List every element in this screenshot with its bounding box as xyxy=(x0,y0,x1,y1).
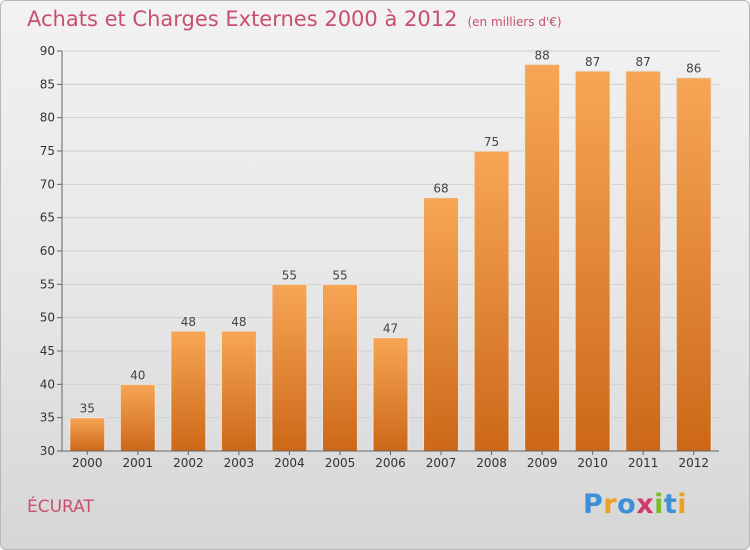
bar xyxy=(69,417,106,452)
logo-letter: i xyxy=(654,489,664,520)
x-tick-label: 2009 xyxy=(527,456,558,470)
y-tick-label: 30 xyxy=(40,444,55,458)
x-tick-label: 2012 xyxy=(678,456,709,470)
data-label: 75 xyxy=(484,135,499,149)
bar xyxy=(372,337,409,452)
chart-title: Achats et Charges Externes 2000 à 2012 (e… xyxy=(27,7,562,31)
bar xyxy=(675,77,712,452)
data-label: 40 xyxy=(130,368,145,382)
x-tick-label: 2004 xyxy=(274,456,305,470)
y-tick-label: 40 xyxy=(40,377,55,391)
data-label: 48 xyxy=(181,315,196,329)
data-label: 87 xyxy=(585,55,600,69)
y-tick-label: 50 xyxy=(40,311,55,325)
chart-unit: (en milliers d'€) xyxy=(467,15,562,29)
bar xyxy=(423,197,460,452)
labels: 35 40 48 48 55 55 47 68 75 88 87 87 86 xyxy=(80,48,702,415)
logo-letter: o xyxy=(617,489,637,520)
bar xyxy=(524,63,561,452)
data-label: 47 xyxy=(383,322,398,336)
axes: 30 35 40 45 50 55 60 65 70 75 80 85 90 2000 2001 2002 20… xyxy=(40,44,719,470)
bars xyxy=(69,63,712,452)
bar xyxy=(473,150,510,452)
y-tick-label: 35 xyxy=(40,411,55,425)
x-tick-label: 2006 xyxy=(375,456,406,470)
data-label: 87 xyxy=(636,55,651,69)
data-label: 86 xyxy=(686,62,701,76)
bar xyxy=(119,383,156,452)
bar xyxy=(170,330,207,452)
x-tick-label: 2001 xyxy=(123,456,154,470)
logo-letter: r xyxy=(603,489,618,520)
y-tick-label: 90 xyxy=(40,44,55,58)
x-tick-label: 2011 xyxy=(628,456,659,470)
x-tick-label: 2008 xyxy=(476,456,507,470)
bar xyxy=(220,330,257,452)
x-tick-label: 2005 xyxy=(325,456,356,470)
bar xyxy=(271,283,308,452)
x-tick-label: 2000 xyxy=(72,456,103,470)
y-tick-label: 65 xyxy=(40,211,55,225)
x-tick-label: 2002 xyxy=(173,456,204,470)
y-tick-label: 85 xyxy=(40,77,55,91)
data-label: 48 xyxy=(231,315,246,329)
data-label: 35 xyxy=(80,402,95,416)
y-tick-label: 70 xyxy=(40,177,55,191)
data-label: 55 xyxy=(282,268,297,282)
logo-letter: i xyxy=(677,489,688,520)
commune-name: ÉCURAT xyxy=(27,497,94,517)
data-label: 68 xyxy=(433,182,448,196)
x-tick-label: 2007 xyxy=(426,456,457,470)
data-label: 55 xyxy=(332,268,347,282)
data-label: 88 xyxy=(534,48,549,62)
logo-letter: P xyxy=(583,489,604,520)
proxiti-logo: Proxiti xyxy=(583,489,687,520)
bar xyxy=(321,283,358,452)
logo-letter: x xyxy=(636,489,655,520)
bar xyxy=(574,70,611,452)
logo-letter: t xyxy=(663,489,678,520)
y-tick-label: 60 xyxy=(40,244,55,258)
y-tick-label: 80 xyxy=(40,111,55,125)
x-tick-label: 2010 xyxy=(577,456,608,470)
bar xyxy=(625,70,662,452)
y-tick-label: 45 xyxy=(40,344,55,358)
x-tick-label: 2003 xyxy=(224,456,255,470)
y-tick-label: 55 xyxy=(40,277,55,291)
y-tick-label: 75 xyxy=(40,144,55,158)
chart-title-text: Achats et Charges Externes 2000 à 2012 xyxy=(27,7,458,31)
